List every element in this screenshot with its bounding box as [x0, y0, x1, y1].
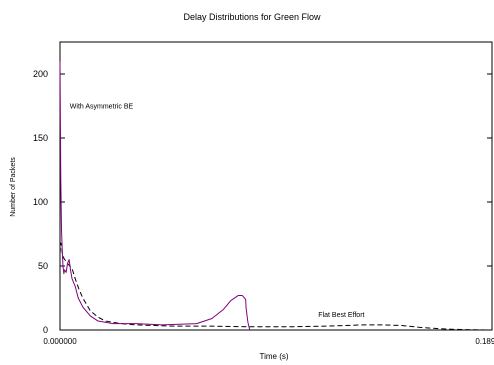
y-tick-label: 100: [33, 197, 48, 207]
x-tick-label: 0.000000: [43, 337, 77, 346]
annotation-label: With Asymmetric BE: [70, 104, 134, 111]
y-axis-label: Number of Packets: [10, 157, 17, 217]
x-tick-label: 0.189654: [475, 337, 494, 346]
y-axis: 0 50 100 150 200: [33, 69, 492, 335]
series-line-flat-best-effort: [59, 242, 491, 331]
y-tick-label: 200: [33, 69, 48, 79]
series-line-with-asymmetric-be: [59, 61, 251, 331]
chart-title: Delay Distributions for Green Flow: [183, 12, 321, 22]
x-axis-label: Time (s): [259, 352, 288, 361]
x-axis: 0.000000 0.189654: [43, 42, 494, 346]
plot-frame: [59, 41, 493, 331]
annotations: With Asymmetric BE Flat Best Effort: [70, 104, 365, 320]
annotation-label: Flat Best Effort: [318, 312, 364, 319]
series-layer: [59, 61, 491, 331]
y-tick-label: 50: [38, 261, 48, 271]
y-tick-label: 150: [33, 133, 48, 143]
y-tick-label: 0: [43, 325, 48, 335]
